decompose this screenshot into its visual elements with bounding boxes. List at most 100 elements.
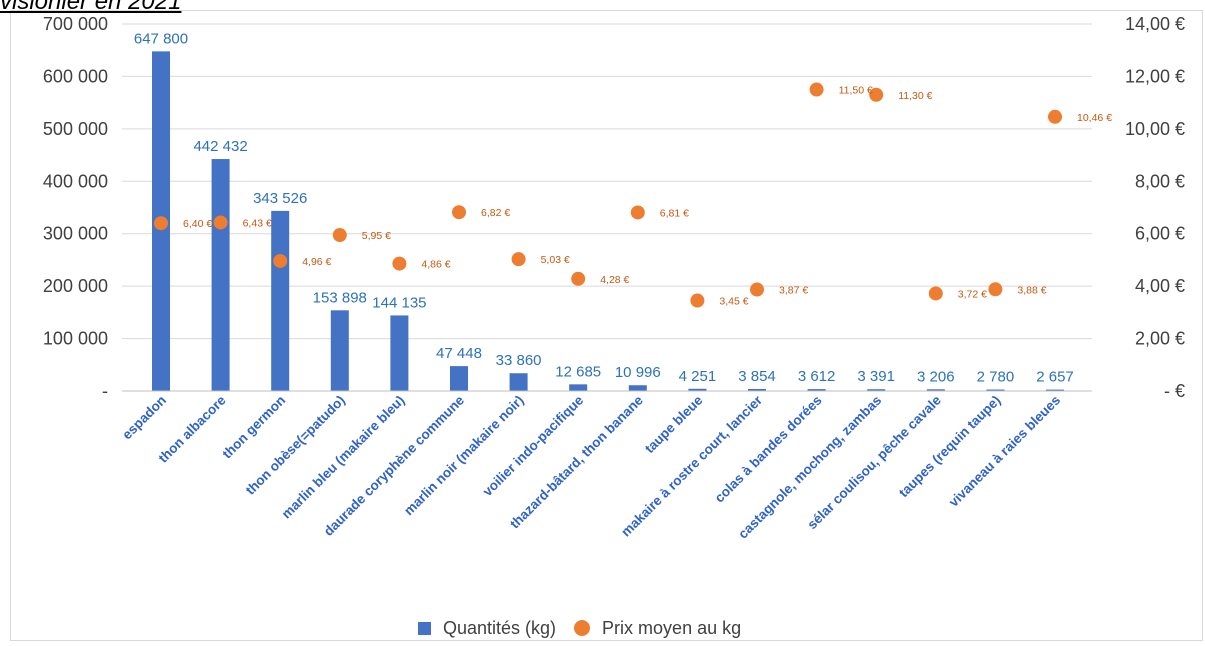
- left-axis-tick-label: -: [102, 381, 108, 401]
- average-price-data-label: 6,81 €: [660, 207, 689, 219]
- quantity-data-label: 47 448: [436, 345, 482, 362]
- quantity-data-label: 3 854: [738, 368, 776, 385]
- quantity-bar: [1046, 389, 1064, 391]
- legend-label-average-price: Prix moyen au kg: [602, 617, 742, 638]
- average-price-point: [988, 282, 1003, 297]
- quantity-data-label: 153 898: [313, 289, 367, 306]
- left-axis-tick-label: 400 000: [43, 171, 108, 191]
- legend-label-quantities: Quantités (kg): [443, 617, 557, 638]
- average-price-data-label: 11,50 €: [839, 85, 873, 97]
- quantity-data-label: 343 526: [253, 190, 307, 207]
- category-tick-label: vivaneau à raies bleues: [946, 393, 1063, 510]
- quantity-data-label: 144 135: [372, 294, 426, 311]
- average-price-point: [869, 87, 884, 102]
- quantity-bar: [569, 384, 588, 391]
- average-price-data-label: 10,46 €: [1077, 112, 1112, 124]
- category-tick-label: colas à bandes dorées: [712, 393, 825, 506]
- quantity-data-label: 2 657: [1036, 369, 1074, 386]
- average-price-data-label: 6,43 €: [243, 217, 272, 229]
- quantity-data-label: 3 206: [917, 368, 955, 385]
- chart-legend: Quantités (kg) Prix moyen au kg: [418, 616, 759, 640]
- quantity-data-label: 4 251: [679, 368, 717, 385]
- average-price-data-label: 6,82 €: [481, 207, 510, 219]
- average-price-data-label: 4,28 €: [600, 274, 629, 286]
- legend-item-quantities: Quantités (kg): [418, 618, 556, 639]
- average-price-point: [273, 253, 288, 268]
- average-price-data-label: 3,72 €: [958, 288, 987, 300]
- quantity-data-label: 2 780: [977, 369, 1015, 386]
- quantity-bar: [986, 389, 1005, 391]
- left-axis-tick-label: 500 000: [43, 119, 108, 139]
- average-price-point: [750, 282, 764, 297]
- quantity-bar: [748, 388, 766, 391]
- right-axis-tick-label: 4,00 €: [1135, 276, 1185, 296]
- average-price-point: [809, 82, 824, 97]
- quantity-data-label: 647 800: [134, 30, 188, 47]
- quantity-data-label: 10 996: [615, 364, 661, 381]
- right-axis-tick-label: 10,00 €: [1125, 119, 1185, 139]
- average-price-point: [690, 293, 705, 308]
- quantity-bar: [271, 210, 290, 391]
- legend-circle-icon: [574, 620, 591, 636]
- left-axis-tick-label: 300 000: [43, 224, 108, 244]
- average-price-point: [213, 215, 228, 230]
- average-price-point: [1048, 109, 1062, 124]
- quantity-bar: [926, 389, 945, 391]
- average-price-point: [392, 256, 407, 271]
- average-price-point: [332, 228, 347, 243]
- quantity-bar: [211, 159, 230, 391]
- right-axis-tick-label: 6,00 €: [1135, 224, 1185, 244]
- category-tick-label: voilier indo-pacifique: [480, 392, 587, 499]
- right-axis-tick-label: 12,00 €: [1125, 66, 1185, 86]
- quantity-data-label: 442 432: [193, 138, 247, 155]
- left-axis-tick-label: 200 000: [43, 276, 108, 296]
- category-tick-label: marlin noir (makaire noir): [401, 393, 527, 519]
- right-axis-tick-label: 8,00 €: [1135, 171, 1185, 191]
- legend-square-icon: [418, 621, 431, 635]
- average-price-data-label: 3,45 €: [719, 296, 748, 308]
- category-tick-label: thon obèse(=patudo): [243, 393, 348, 498]
- left-axis-tick-label: 700 000: [43, 14, 108, 34]
- quantity-data-label: 3 391: [857, 368, 895, 385]
- quantity-bar: [867, 389, 886, 391]
- average-price-point: [571, 271, 586, 286]
- right-axis-tick-label: - €: [1164, 381, 1185, 401]
- average-price-data-label: 4,96 €: [302, 256, 331, 268]
- category-tick-label: taupes (requin taupe): [896, 393, 1004, 501]
- category-tick-label: taupe bleue: [642, 392, 706, 456]
- average-price-data-label: 6,40 €: [183, 218, 212, 230]
- average-price-point: [511, 252, 526, 267]
- left-axis-tick-label: 600 000: [43, 66, 108, 86]
- quantity-data-label: 12 685: [555, 363, 601, 380]
- quantity-bar: [807, 389, 826, 391]
- left-axis-tick-label: 100 000: [43, 329, 108, 349]
- average-price-data-label: 5,95 €: [362, 230, 391, 242]
- quantity-bar: [330, 310, 349, 391]
- category-tick-label: marlin bleu (makaire bleu): [279, 393, 408, 522]
- average-price-data-label: 11,30 €: [898, 90, 932, 102]
- chart-area-border: [10, 10, 1203, 641]
- right-axis-tick-label: 2,00 €: [1135, 329, 1185, 349]
- average-price-point: [630, 205, 645, 220]
- quantity-bar: [688, 388, 707, 391]
- right-axis-tick-label: 14,00 €: [1125, 14, 1185, 34]
- category-tick-label: thazard-bâtard, thon banane: [507, 392, 646, 531]
- quantity-bar: [509, 373, 528, 391]
- average-price-point: [928, 286, 943, 301]
- legend-item-average-price: Prix moyen au kg: [574, 618, 741, 639]
- quantity-bar: [628, 385, 647, 391]
- chart-title-partial: visionier en 2021: [0, 0, 182, 15]
- average-price-point: [452, 205, 466, 220]
- category-tick-label: espadon: [119, 393, 169, 443]
- average-price-point: [154, 216, 168, 231]
- average-price-data-label: 3,88 €: [1017, 284, 1046, 296]
- quantity-data-label: 33 860: [496, 352, 542, 369]
- quantity-data-label: 3 612: [798, 368, 836, 385]
- quantity-bar: [390, 315, 409, 391]
- average-price-data-label: 3,87 €: [779, 285, 808, 297]
- quantity-bar: [450, 366, 468, 391]
- average-price-data-label: 5,03 €: [541, 254, 570, 266]
- average-price-data-label: 4,86 €: [421, 259, 450, 271]
